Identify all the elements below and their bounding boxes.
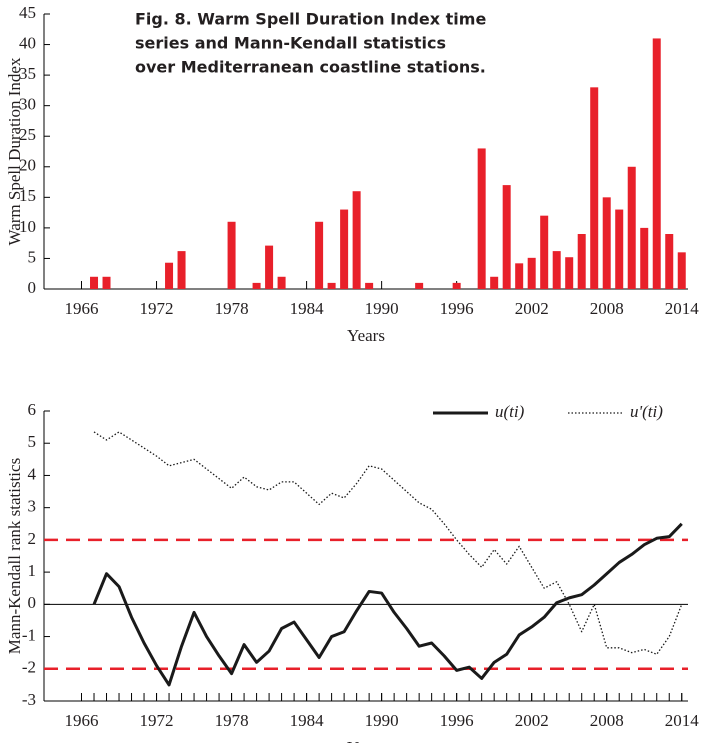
chart-title: series and Mann-Kendall statistics — [135, 34, 446, 53]
bar — [315, 221, 324, 289]
y-tick-label: 0 — [28, 278, 37, 297]
bar — [627, 166, 636, 289]
bar — [615, 209, 624, 289]
bar — [602, 197, 611, 289]
bar — [252, 282, 261, 289]
legend-label: u(ti) — [495, 402, 525, 421]
y-tick-label: 25 — [19, 125, 36, 144]
bar — [565, 257, 574, 289]
x-tick-label: 1978 — [215, 299, 249, 318]
bar — [677, 252, 686, 289]
legend-label: u'(ti) — [630, 402, 663, 421]
x-tick-label: 2002 — [515, 299, 549, 318]
bar — [102, 276, 111, 289]
x-tick-label: 1990 — [365, 299, 399, 318]
bar — [277, 276, 286, 289]
y-tick-label: 15 — [19, 186, 36, 205]
bar — [527, 257, 536, 289]
x-tick-label: 1966 — [65, 299, 99, 318]
y-tick-label: 40 — [19, 33, 36, 52]
y-tick-label: 35 — [19, 64, 36, 83]
bar — [415, 282, 424, 289]
chart-title: Fig. 8. Warm Spell Duration Index time — [135, 10, 486, 29]
bar — [665, 234, 674, 289]
y-tick-label: 0 — [28, 593, 37, 612]
y-axis-title: Warm Spell Duration Index — [5, 57, 24, 245]
x-tick-label: 1978 — [215, 711, 249, 730]
x-tick-label: 1984 — [290, 711, 325, 730]
y-tick-label: 45 — [19, 3, 36, 22]
bar — [177, 251, 186, 289]
x-tick-label: 2008 — [590, 299, 624, 318]
x-axis-title: Years — [347, 326, 385, 345]
x-tick-label: 1984 — [290, 299, 325, 318]
bar — [452, 282, 461, 289]
y-tick-label: 1 — [28, 561, 37, 580]
bar — [552, 251, 561, 289]
bar — [327, 282, 336, 289]
bar — [590, 87, 599, 289]
y-tick-label: 6 — [28, 400, 37, 419]
bar — [365, 282, 374, 289]
bar — [502, 185, 511, 289]
y-tick-label: 5 — [28, 432, 37, 451]
bar — [640, 227, 649, 289]
y-tick-label: 20 — [19, 156, 36, 175]
y-tick-label: 3 — [28, 497, 37, 516]
bar — [165, 262, 174, 289]
x-tick-label: 2014 — [665, 711, 700, 730]
series-line — [92, 522, 683, 687]
x-tick-label: 1990 — [365, 711, 399, 730]
x-tick-label: 1996 — [440, 299, 474, 318]
x-tick-label: 1972 — [140, 299, 174, 318]
y-tick-label: -2 — [22, 658, 36, 677]
bar — [90, 276, 99, 289]
y-tick-label: -3 — [22, 690, 36, 709]
bar — [577, 234, 586, 289]
x-tick-label: 1996 — [440, 711, 474, 730]
bar — [227, 221, 236, 289]
bar — [265, 245, 274, 289]
bar — [540, 215, 549, 289]
x-tick-label: 2008 — [590, 711, 624, 730]
x-axis-title: Years — [347, 738, 385, 743]
x-tick-label: 2002 — [515, 711, 549, 730]
bar — [515, 263, 524, 289]
bar — [652, 38, 661, 289]
bar — [490, 276, 499, 289]
x-tick-label: 2014 — [665, 299, 700, 318]
bar — [477, 148, 486, 289]
y-tick-label: 2 — [28, 529, 37, 548]
y-tick-label: 30 — [19, 95, 36, 114]
chart-title: over Mediterranean coastline stations. — [135, 58, 486, 77]
y-tick-label: -1 — [22, 625, 36, 644]
x-tick-label: 1966 — [65, 711, 99, 730]
series-line — [93, 431, 683, 655]
y-tick-label: 4 — [28, 464, 37, 483]
x-tick-label: 1972 — [140, 711, 174, 730]
y-axis-title: Mann-Kendall rank statistics — [5, 458, 24, 654]
y-tick-label: 10 — [19, 217, 36, 236]
bar — [340, 209, 349, 289]
bar — [352, 191, 361, 289]
y-tick-label: 5 — [28, 247, 37, 266]
